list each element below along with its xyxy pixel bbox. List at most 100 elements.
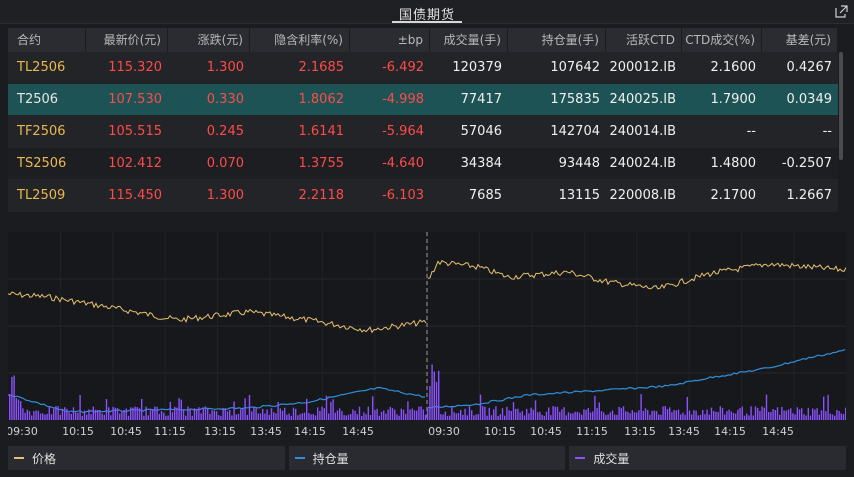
volume-bar: [9, 393, 11, 420]
volume-bar: [583, 409, 585, 420]
table-row[interactable]: TL2506 115.320 1.300 2.1685 -6.492 120379 1076…: [8, 52, 838, 84]
volume-bar: [662, 406, 664, 420]
column-header[interactable]: CTD成交(%): [682, 28, 762, 52]
table-cell: 1.6141: [298, 124, 345, 139]
volume-bar: [651, 410, 653, 420]
table-cell: 220008.IB: [609, 188, 676, 203]
volume-bar: [446, 415, 449, 420]
volume-bar: [737, 409, 739, 420]
volume-bar: [677, 409, 680, 420]
volume-bar: [473, 415, 475, 420]
table-row[interactable]: T2506 107.530 0.330 1.8062 -4.998 77417 175835…: [8, 84, 838, 116]
volume-bar: [702, 409, 704, 420]
column-header[interactable]: 涨跌(元): [168, 28, 250, 52]
volume-bar: [605, 415, 607, 420]
volume-bar: [493, 409, 495, 420]
volume-bar: [528, 413, 530, 420]
volume-bar: [827, 394, 829, 420]
volume-bar: [541, 414, 543, 420]
volume-bar: [407, 401, 409, 420]
volume-bar: [638, 410, 640, 420]
volume-bar: [323, 408, 325, 420]
volume-bar: [39, 413, 42, 420]
volume-bar: [785, 410, 787, 420]
table-cell: 240024.IB: [609, 156, 676, 171]
volume-bar: [229, 410, 231, 420]
volume-bar: [204, 406, 207, 420]
volume-bar: [108, 407, 110, 420]
column-header[interactable]: 持仓量(手): [508, 28, 606, 52]
table-scrollbar[interactable]: [839, 52, 843, 160]
volume-bar: [787, 409, 790, 420]
volume-bar: [193, 408, 196, 420]
open-interest-line: [8, 386, 426, 414]
volume-bar: [154, 406, 156, 420]
x-tick-label: 11:15: [576, 425, 608, 438]
volume-bar: [666, 409, 669, 420]
legend-volume[interactable]: 成交量: [569, 446, 847, 470]
volume-bar: [534, 400, 537, 420]
volume-bar: [669, 407, 671, 420]
legend-price[interactable]: 价格: [8, 446, 285, 470]
volume-bar: [125, 408, 127, 420]
x-tick-label: 09:30: [428, 425, 460, 438]
table-row[interactable]: TL2509 115.450 1.300 2.2118 -6.103 7685 13115 2…: [8, 180, 838, 212]
volume-bar: [308, 413, 310, 420]
volume-bar: [365, 414, 367, 420]
column-header[interactable]: 隐含利率(%): [250, 28, 350, 52]
column-header[interactable]: 成交量(手): [430, 28, 508, 52]
volume-bar: [130, 407, 132, 420]
volume-bar: [812, 408, 814, 420]
volume-bar: [158, 413, 160, 420]
volume-bar: [607, 414, 609, 420]
volume-bar: [319, 410, 321, 420]
table-cell: 142704: [550, 124, 600, 139]
volume-bar: [339, 408, 341, 420]
volume-bar: [790, 408, 792, 420]
volume-bar: [248, 395, 251, 420]
open-interest-line: [427, 349, 846, 409]
volume-bar: [334, 412, 336, 420]
volume-bar: [834, 415, 836, 420]
volume-bar: [556, 406, 559, 420]
volume-bar: [504, 415, 506, 420]
volume-bar: [288, 413, 290, 420]
volume-bar: [798, 409, 801, 420]
table-row[interactable]: TF2506 105.515 0.245 1.6141 -5.964 57046 14270…: [8, 116, 838, 148]
volume-bar: [376, 408, 378, 420]
volume-bar: [224, 408, 226, 420]
volume-bar: [409, 409, 411, 420]
volume-bar: [462, 414, 464, 420]
x-tick-label: 14:15: [714, 425, 746, 438]
table-cell: 93448: [558, 156, 600, 171]
table-row[interactable]: TS2506 102.412 0.070 1.3755 -4.640 34384 93448…: [8, 148, 838, 180]
column-header[interactable]: ±bp: [350, 28, 430, 52]
title-underline: [392, 21, 462, 23]
volume-bar: [222, 407, 224, 420]
popout-icon[interactable]: [835, 5, 848, 18]
volume-bar: [169, 401, 171, 420]
column-header[interactable]: 活跃CTD: [606, 28, 682, 52]
volume-bar: [427, 407, 429, 420]
volume-bar: [561, 409, 563, 420]
table-cell: 7685: [468, 188, 502, 203]
volume-bar: [719, 406, 721, 420]
volume-bar: [416, 410, 418, 420]
legend-open-interest[interactable]: 持仓量: [288, 446, 566, 470]
table-cell: 0.4267: [786, 60, 833, 75]
x-tick-label: 14:45: [762, 425, 794, 438]
volume-bar: [209, 413, 211, 420]
volume-bar: [488, 407, 490, 420]
column-header[interactable]: 合约: [8, 28, 86, 52]
column-header[interactable]: 最新价(元): [86, 28, 168, 52]
volume-bar: [726, 411, 728, 420]
table-cell: 13115: [558, 188, 600, 203]
volume-bar: [442, 414, 444, 420]
volume-bar: [46, 413, 48, 420]
volume-bar: [741, 406, 743, 420]
column-header[interactable]: 基差(元): [762, 28, 838, 52]
volume-bar: [724, 414, 726, 420]
table-cell: 1.7900: [710, 92, 757, 107]
volume-bar: [537, 412, 539, 420]
volume-bar: [180, 399, 182, 420]
